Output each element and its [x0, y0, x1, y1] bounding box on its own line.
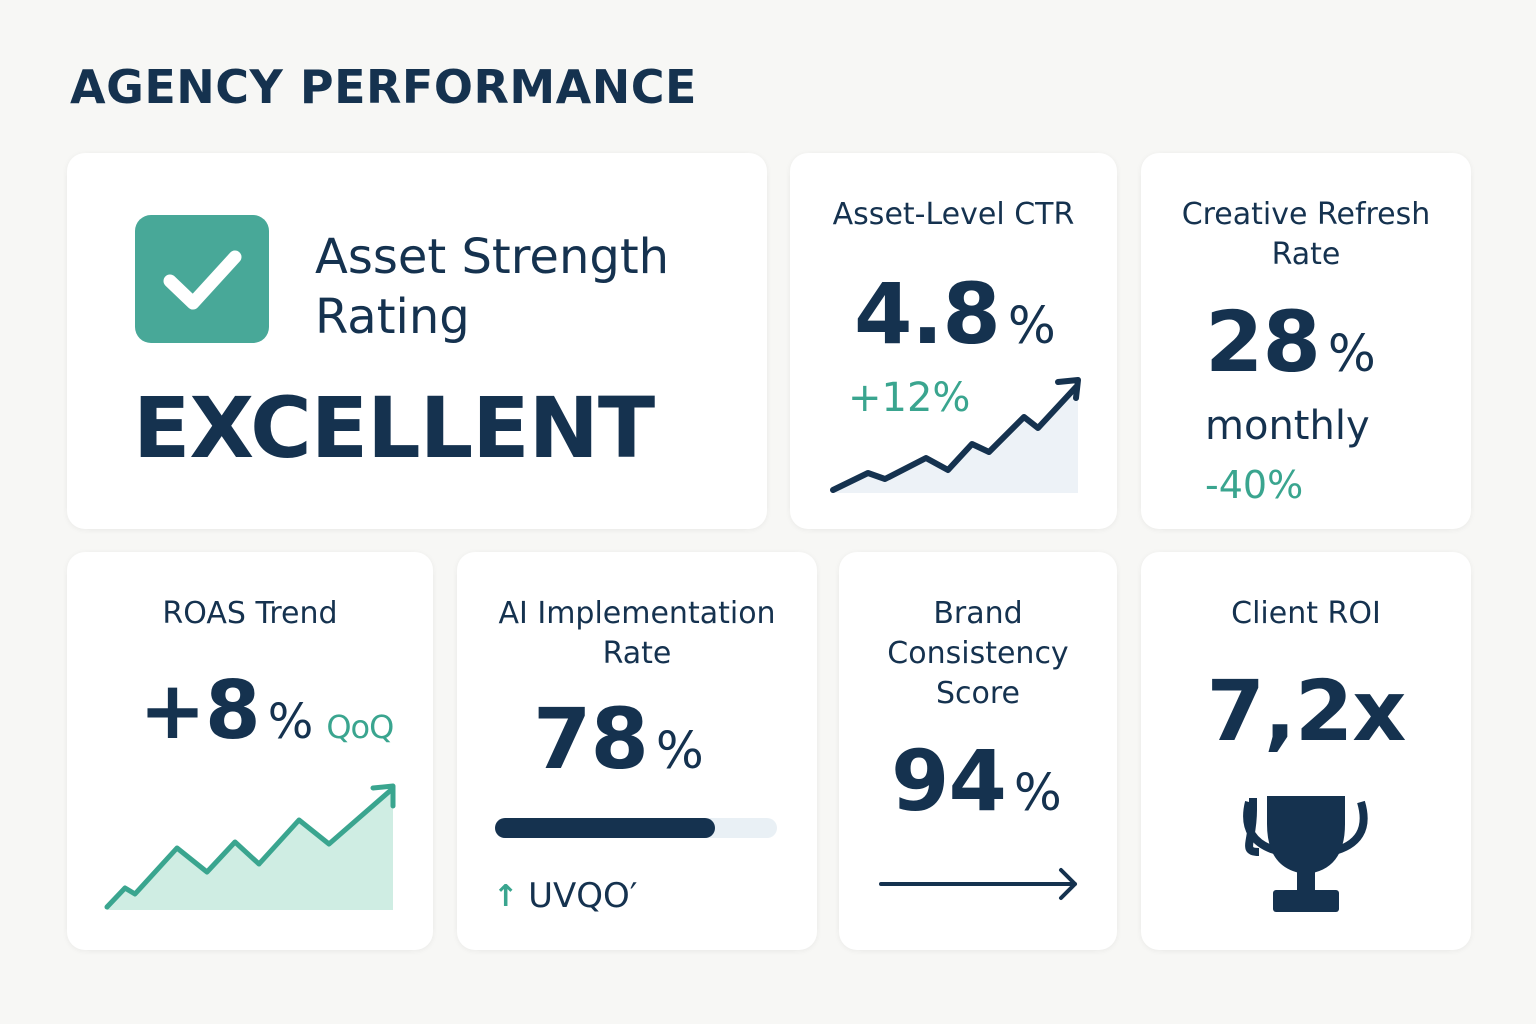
arrow-right-icon [879, 868, 1077, 900]
creative-refresh-card: Creative Refresh Rate 28% monthly -40% [1141, 153, 1471, 529]
ctr-card: Asset-Level CTR 4.8% +12% [790, 153, 1117, 529]
client-roi-card: Client ROI 7,2x [1141, 552, 1471, 950]
ai-implementation-card: AI Implementation Rate 78% ↑ UVQO′ [457, 552, 817, 950]
ai-progress-bar [495, 818, 777, 838]
ai-progress-fill [495, 818, 715, 838]
rating-value: EXCELLENT [133, 379, 655, 477]
card-title: Asset Strength Rating [315, 229, 670, 345]
card-title: Creative Refresh Rate [1181, 197, 1431, 272]
card-title: Asset-Level CTR [832, 197, 1075, 232]
roas-card: ROAS Trend +8% QoQ [67, 552, 433, 950]
refresh-value: 28% [1205, 293, 1376, 391]
card-title: AI Implementation Rate [498, 596, 776, 671]
brand-value: 94% [891, 732, 1062, 830]
refresh-period: monthly [1205, 403, 1370, 449]
ctr-sparkline [830, 377, 1081, 493]
page-title: AGENCY PERFORMANCE [70, 60, 697, 114]
roas-value: +8% QoQ [139, 664, 394, 757]
roi-value: 7,2x [1206, 662, 1407, 760]
ai-footer: ↑ UVQO′ [493, 876, 638, 916]
ctr-value: 4.8% [854, 265, 1056, 363]
check-icon [135, 215, 269, 343]
trophy-icon [1243, 796, 1368, 912]
asset-strength-card: Asset Strength Rating EXCELLENT [67, 153, 767, 529]
ai-value: 78% [533, 690, 704, 788]
brand-consistency-card: Brand Consistency Score 94% [839, 552, 1117, 950]
arrow-up-icon: ↑ [493, 878, 519, 914]
refresh-change: -40% [1205, 463, 1304, 507]
roas-sparkline [104, 783, 396, 910]
ctr-change: +12% [848, 375, 971, 421]
card-title: Client ROI [1231, 596, 1381, 631]
card-title: ROAS Trend [162, 596, 338, 631]
card-title: Brand Consistency Score [887, 596, 1069, 711]
